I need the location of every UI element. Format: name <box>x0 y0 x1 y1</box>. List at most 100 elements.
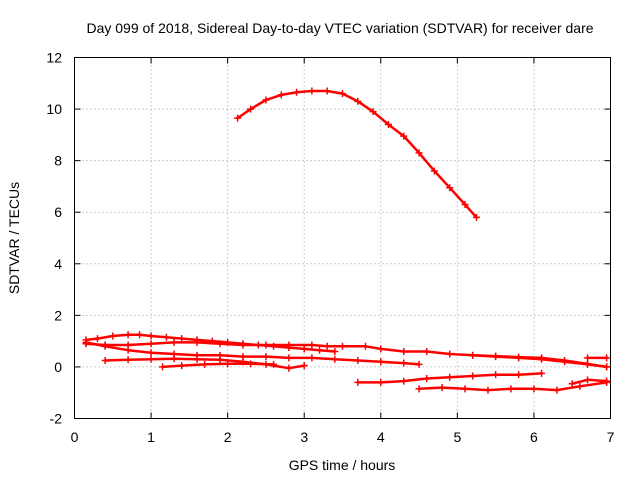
data-point <box>603 363 611 371</box>
data-point <box>538 369 546 377</box>
y-tick-label: 2 <box>54 307 62 323</box>
series-track-b <box>82 338 611 371</box>
x-axis-label: GPS time / hours <box>289 457 396 473</box>
data-point <box>308 341 316 349</box>
data-point <box>277 91 285 99</box>
data-point <box>285 364 293 372</box>
data-point <box>568 380 576 388</box>
series-track-i <box>415 378 611 394</box>
data-point <box>354 356 362 364</box>
data-point <box>323 87 331 95</box>
data-point <box>170 338 178 346</box>
series-track-j <box>568 376 611 388</box>
series-track-f <box>469 351 611 371</box>
data-point <box>262 353 270 361</box>
data-point <box>285 341 293 349</box>
data-point <box>423 347 431 355</box>
data-point <box>438 384 446 392</box>
series-track-high <box>234 87 480 221</box>
x-tick-label: 0 <box>71 429 79 445</box>
data-point <box>124 331 132 339</box>
x-tick-label: 1 <box>147 429 155 445</box>
y-tick-label: 10 <box>46 101 62 117</box>
data-point <box>423 375 431 383</box>
data-point <box>234 114 242 122</box>
data-point <box>603 354 611 362</box>
data-point <box>584 376 592 384</box>
series-line <box>84 341 421 366</box>
y-tick-label: 0 <box>54 359 62 375</box>
data-point <box>82 338 90 346</box>
data-point <box>384 121 392 129</box>
data-point <box>377 345 385 353</box>
y-tick-label: 4 <box>54 256 62 272</box>
y-axis-label: SDTVAR / TECUs <box>6 182 22 294</box>
data-point <box>193 338 201 346</box>
data-point <box>415 149 423 157</box>
data-point <box>469 351 477 359</box>
data-point <box>339 342 346 350</box>
data-point <box>377 378 385 386</box>
data-point <box>515 353 523 361</box>
data-point <box>109 332 117 340</box>
data-point <box>247 360 255 368</box>
data-point <box>400 359 408 367</box>
data-point <box>461 200 469 208</box>
y-tick-label: -2 <box>50 411 63 427</box>
x-tick-label: 2 <box>224 429 232 445</box>
data-point <box>216 340 224 348</box>
data-point <box>124 356 132 364</box>
data-point <box>377 358 385 366</box>
data-point <box>262 96 270 104</box>
data-point <box>285 354 293 362</box>
data-point <box>178 335 186 343</box>
data-point <box>178 362 186 370</box>
data-point <box>553 386 561 394</box>
x-tick-labels: 0 1 2 3 4 5 6 7 <box>71 429 615 445</box>
data-point <box>484 386 492 394</box>
data-point <box>603 377 611 385</box>
data-point <box>270 360 278 368</box>
data-point <box>507 385 515 393</box>
data-point <box>247 105 255 113</box>
series-track-g <box>584 354 611 362</box>
data-point <box>530 385 538 393</box>
x-tick-label: 3 <box>300 429 308 445</box>
series-track-e <box>159 360 278 371</box>
series-track-c <box>82 338 423 368</box>
data-point <box>576 382 584 390</box>
data-point <box>446 373 454 381</box>
data-point <box>170 355 178 363</box>
data-point <box>239 341 247 349</box>
data-point <box>147 340 155 348</box>
data-point <box>308 87 316 95</box>
data-point <box>262 341 270 349</box>
data-point <box>461 385 469 393</box>
data-point <box>216 356 224 364</box>
data-point <box>93 335 101 343</box>
data-point <box>430 167 438 175</box>
data-point <box>300 345 308 353</box>
data-point <box>308 354 316 362</box>
data-point <box>339 90 346 98</box>
data-point <box>331 347 339 355</box>
data-point <box>147 349 155 357</box>
data-point <box>147 332 155 340</box>
x-tick-label: 4 <box>377 429 385 445</box>
data-point <box>400 377 408 385</box>
data-point <box>492 352 500 360</box>
data-point <box>323 342 331 350</box>
data-point <box>473 213 480 221</box>
data-point <box>415 360 423 368</box>
y-tick-label: 12 <box>46 50 62 66</box>
y-tick-label: 8 <box>54 153 62 169</box>
data-point <box>159 363 167 371</box>
data-point <box>561 356 569 364</box>
data-point <box>354 378 362 386</box>
data-point <box>469 372 477 380</box>
data-point <box>124 346 132 354</box>
series-track-d <box>101 355 308 372</box>
data-point <box>492 371 500 379</box>
data-point <box>300 362 308 370</box>
